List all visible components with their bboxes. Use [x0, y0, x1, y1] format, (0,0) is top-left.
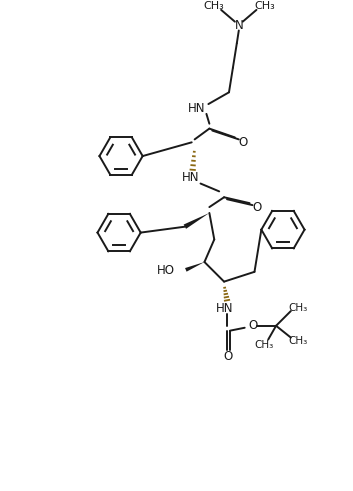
Text: HO: HO: [157, 264, 175, 277]
Text: HN: HN: [188, 103, 205, 115]
Text: O: O: [238, 136, 247, 149]
Polygon shape: [185, 262, 204, 272]
Text: CH₃: CH₃: [255, 340, 274, 351]
Text: CH₃: CH₃: [203, 1, 224, 11]
Text: O: O: [253, 201, 262, 214]
Text: HN: HN: [182, 171, 199, 184]
Text: CH₃: CH₃: [254, 1, 275, 11]
Text: CH₃: CH₃: [288, 336, 307, 347]
Text: N: N: [234, 19, 243, 32]
Polygon shape: [184, 213, 209, 229]
Text: O: O: [223, 350, 233, 363]
Text: HN: HN: [216, 301, 234, 315]
Text: O: O: [248, 319, 257, 332]
Text: CH₃: CH₃: [288, 303, 307, 313]
